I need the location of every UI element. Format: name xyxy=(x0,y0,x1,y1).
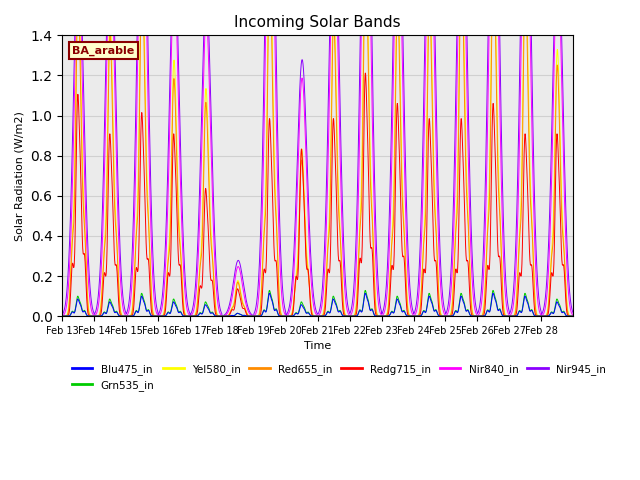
Yel580_in xyxy=(109,143,117,149)
Blu475_in xyxy=(570,313,577,319)
Red655_in xyxy=(563,294,570,300)
Redg715_in xyxy=(570,313,577,319)
Blu475_in xyxy=(58,313,66,319)
Red655_in xyxy=(500,311,508,316)
Grn535_in xyxy=(218,313,226,319)
Redg715_in xyxy=(109,218,117,224)
Yel580_in xyxy=(472,313,479,319)
Yel580_in xyxy=(73,12,81,18)
X-axis label: Time: Time xyxy=(304,341,332,351)
Redg715_in xyxy=(472,313,479,319)
Nir840_in xyxy=(349,308,356,314)
Yel580_in xyxy=(58,313,66,319)
Yel580_in xyxy=(218,313,226,319)
Blu475_in xyxy=(220,313,228,319)
Yel580_in xyxy=(500,309,508,314)
Nir840_in xyxy=(563,250,570,256)
Grn535_in xyxy=(109,305,117,311)
Grn535_in xyxy=(266,288,273,293)
Nir945_in xyxy=(58,312,66,317)
Red655_in xyxy=(570,313,577,319)
Nir840_in xyxy=(218,313,226,319)
Nir945_in xyxy=(472,301,479,307)
Blu475_in xyxy=(500,313,508,319)
Line: Yel580_in: Yel580_in xyxy=(62,15,573,316)
Nir945_in xyxy=(570,310,577,316)
Legend: Blu475_in, Grn535_in, Yel580_in, Red655_in, Redg715_in, Nir840_in, Nir945_in: Blu475_in, Grn535_in, Yel580_in, Red655_… xyxy=(67,360,610,395)
Line: Blu475_in: Blu475_in xyxy=(62,293,573,316)
Redg715_in xyxy=(362,70,369,76)
Grn535_in xyxy=(349,313,356,319)
Line: Red655_in: Red655_in xyxy=(62,15,573,316)
Redg715_in xyxy=(500,313,508,319)
Nir840_in xyxy=(570,312,577,318)
Red655_in xyxy=(58,313,66,319)
Line: Grn535_in: Grn535_in xyxy=(62,290,573,316)
Redg715_in xyxy=(218,313,226,319)
Y-axis label: Solar Radiation (W/m2): Solar Radiation (W/m2) xyxy=(15,111,25,240)
Yel580_in xyxy=(349,313,356,319)
Nir945_in xyxy=(563,221,570,227)
Nir945_in xyxy=(72,12,79,18)
Blu475_in xyxy=(109,306,117,312)
Blu475_in xyxy=(218,313,226,319)
Nir840_in xyxy=(72,12,80,18)
Line: Redg715_in: Redg715_in xyxy=(62,73,573,316)
Grn535_in xyxy=(220,313,228,319)
Blu475_in xyxy=(563,313,570,319)
Nir840_in xyxy=(109,27,117,33)
Grn535_in xyxy=(58,313,66,319)
Blu475_in xyxy=(349,313,356,319)
Red655_in xyxy=(109,162,117,168)
Grn535_in xyxy=(500,313,508,319)
Red655_in xyxy=(472,313,479,319)
Blu475_in xyxy=(266,290,273,296)
Yel580_in xyxy=(563,290,570,296)
Nir945_in xyxy=(109,12,117,18)
Grn535_in xyxy=(563,312,570,318)
Yel580_in xyxy=(220,313,228,319)
Redg715_in xyxy=(563,304,570,310)
Line: Nir945_in: Nir945_in xyxy=(62,15,573,316)
Nir840_in xyxy=(58,313,66,319)
Grn535_in xyxy=(472,313,479,319)
Redg715_in xyxy=(348,313,356,319)
Nir840_in xyxy=(500,276,508,281)
Text: BA_arable: BA_arable xyxy=(72,46,135,56)
Title: Incoming Solar Bands: Incoming Solar Bands xyxy=(234,15,401,30)
Yel580_in xyxy=(570,313,577,319)
Red655_in xyxy=(349,313,356,319)
Nir945_in xyxy=(349,300,356,305)
Nir840_in xyxy=(472,309,479,315)
Nir945_in xyxy=(500,248,508,254)
Red655_in xyxy=(218,313,226,319)
Red655_in xyxy=(220,313,228,319)
Redg715_in xyxy=(220,313,228,319)
Redg715_in xyxy=(58,313,66,319)
Nir840_in xyxy=(220,313,228,319)
Red655_in xyxy=(74,12,81,18)
Line: Nir840_in: Nir840_in xyxy=(62,15,573,316)
Grn535_in xyxy=(570,313,577,319)
Nir945_in xyxy=(218,313,226,319)
Nir945_in xyxy=(220,312,228,318)
Blu475_in xyxy=(472,313,479,319)
